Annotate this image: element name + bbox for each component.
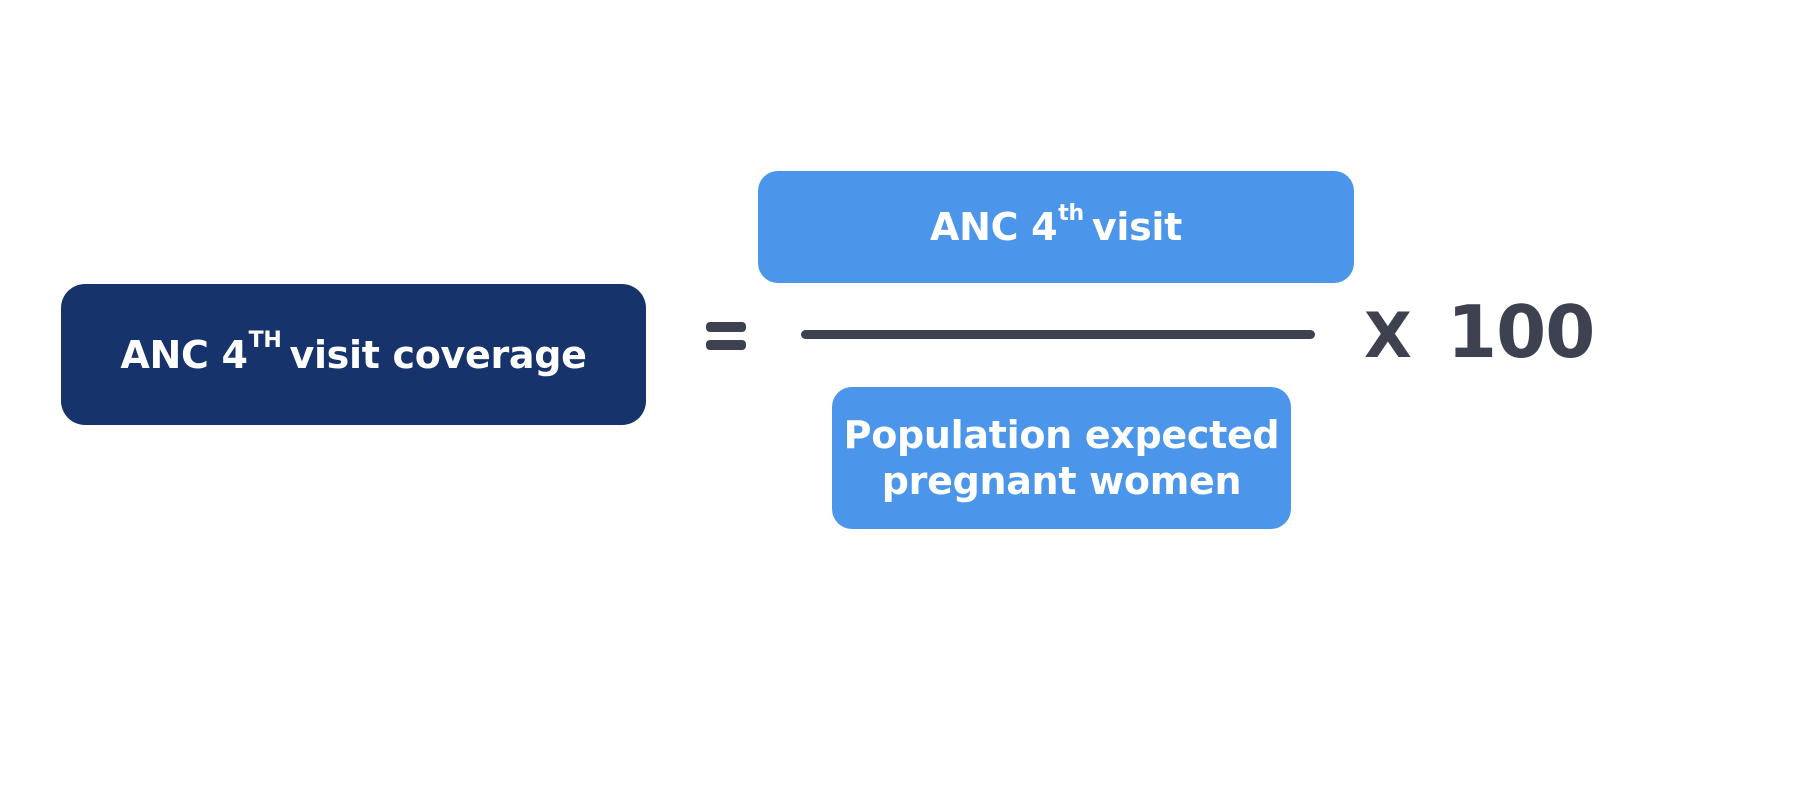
- denominator-label-line1: Population expected: [843, 413, 1280, 457]
- denominator-label-line2: pregnant women: [881, 459, 1242, 503]
- multiplier-value: 100: [1447, 290, 1595, 374]
- equals-bar-top: [706, 322, 746, 332]
- result-label-suffix: visit coverage: [289, 332, 587, 377]
- numerator-label-superscript: th: [1058, 200, 1084, 226]
- result-label-prefix: ANC 4: [120, 332, 248, 377]
- denominator-box-population-expected-pregnant-women: Population expected pregnant women: [832, 387, 1291, 529]
- numerator-label-suffix: visit: [1091, 205, 1182, 249]
- multiply-sign: X: [1364, 299, 1412, 372]
- fraction-line: [801, 330, 1315, 339]
- equals-sign: [706, 318, 746, 354]
- result-box-anc-4th-visit-coverage: ANC 4 TH visit coverage: [61, 284, 646, 425]
- numerator-label-prefix: ANC 4: [930, 205, 1058, 249]
- equals-bar-bottom: [706, 340, 746, 350]
- result-label-superscript: TH: [248, 328, 282, 353]
